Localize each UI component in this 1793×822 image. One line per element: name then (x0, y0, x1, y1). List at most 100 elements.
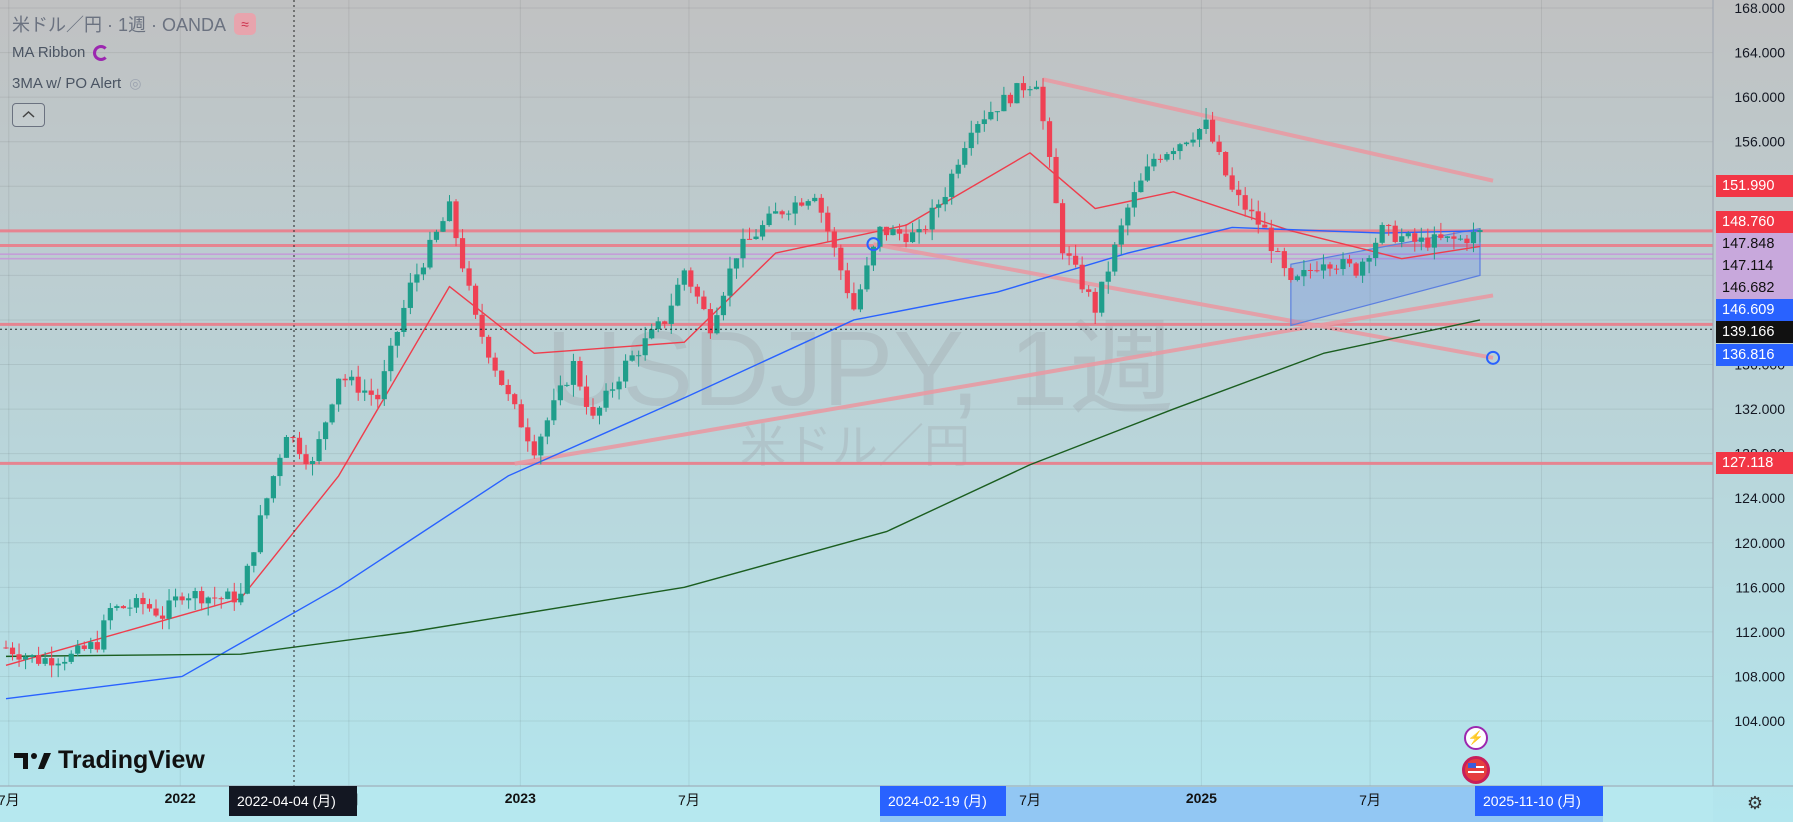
candle-body (296, 437, 303, 455)
candle-body (36, 655, 42, 664)
candle-body (740, 238, 746, 259)
legend-symbol[interactable]: 米ドル／円 · 1週 · OANDA ≈ (12, 11, 257, 37)
candle-body (270, 476, 277, 499)
candle-body (1333, 268, 1340, 270)
candle-body (1314, 270, 1320, 272)
candle-body (955, 164, 961, 174)
candle-body (596, 407, 603, 416)
candle-body (68, 653, 74, 662)
candle-body (1366, 258, 1372, 262)
legend-indicator-ma-ribbon[interactable]: MA Ribbon (12, 44, 110, 61)
candle-body (1399, 236, 1405, 242)
candle-body (877, 226, 883, 247)
candle-body (655, 321, 661, 330)
candle-body (923, 229, 929, 231)
candle-body (1470, 232, 1477, 244)
candle-body (381, 371, 387, 400)
candle-body (427, 239, 433, 268)
drawing-handles[interactable] (866, 237, 1501, 365)
candle-body (570, 361, 577, 385)
candle-body (525, 427, 531, 442)
candle-body (172, 596, 179, 601)
candle-body (1275, 251, 1281, 253)
candle-body (394, 332, 400, 346)
candle-body (773, 211, 779, 214)
candle-body (675, 284, 681, 306)
candle-body (94, 642, 100, 650)
range-start-label[interactable]: 2024-02-19 (月) (880, 786, 1006, 816)
candle-body (1223, 152, 1229, 176)
candle-body (1379, 224, 1385, 243)
wave-icon[interactable]: ≈ (234, 13, 257, 35)
candle-body (1014, 83, 1020, 104)
candle-body (792, 202, 798, 214)
candle-body (812, 197, 818, 202)
price-label: 147.848 (1716, 233, 1793, 256)
candle-body (701, 296, 707, 310)
eye-hidden-icon[interactable]: ◎ (129, 75, 142, 91)
range-end-label[interactable]: 2025-11-10 (月) (1475, 786, 1603, 816)
candle-body (1177, 144, 1183, 152)
candle-body (1053, 156, 1059, 204)
candle-body (362, 390, 368, 393)
indicator-label[interactable]: 3MA w/ PO Alert (12, 75, 122, 92)
candle-body (818, 197, 824, 213)
candle-body (1099, 281, 1105, 313)
candle-body (303, 454, 309, 465)
candle-body (264, 498, 270, 516)
candle-body (603, 390, 609, 408)
candle-body (407, 282, 413, 308)
indicator-label[interactable]: MA Ribbon (12, 44, 86, 61)
price-label: 146.682 (1716, 277, 1793, 300)
candle-body (62, 661, 68, 664)
candle-body (883, 226, 890, 236)
us-flag-icon[interactable] (1462, 756, 1490, 784)
candle-body (101, 620, 107, 650)
candle-body (16, 654, 22, 660)
candle-body (1079, 264, 1085, 290)
candle-body (440, 221, 446, 232)
crosshair-date-label: 2022-04-04 (月) (229, 786, 357, 816)
candle-body (1144, 166, 1150, 181)
candle-body (896, 229, 903, 234)
price-tick-label: 164.000 (1734, 45, 1785, 61)
collapse-legend-button[interactable] (12, 103, 45, 127)
candle-body (1288, 268, 1294, 280)
candle-body (55, 663, 61, 666)
candle-body (22, 656, 29, 660)
candle-body (1086, 289, 1092, 292)
candle-body (1125, 207, 1131, 226)
candle-body (844, 270, 850, 294)
watermark-symbol: USDJPY, 1週 (546, 310, 1174, 428)
price-tick-label: 120.000 (1734, 535, 1785, 551)
candle-body (342, 378, 348, 381)
candle-body (1262, 224, 1268, 228)
candle-body (375, 394, 381, 400)
candle-body (629, 355, 635, 361)
candle-body (544, 420, 550, 437)
time-tick-label: 2025 (1185, 790, 1217, 806)
axis-settings-button[interactable]: ⚙ (1746, 793, 1764, 813)
candle-body (492, 357, 498, 371)
candle-body (988, 111, 994, 120)
candle-body (942, 196, 948, 205)
lightning-icon[interactable]: ⚡ (1464, 726, 1488, 750)
candle-body (746, 238, 753, 240)
candle-body (538, 436, 544, 456)
symbol-title[interactable]: 米ドル／円 · 1週 · OANDA (12, 15, 227, 35)
candle-body (290, 437, 296, 439)
candle-body (1464, 238, 1470, 244)
candle-body (668, 305, 674, 324)
price-label: 146.609 (1716, 299, 1793, 322)
anchor-handle (866, 237, 881, 252)
legend-indicator-3ma[interactable]: 3MA w/ PO Alert ◎ (12, 75, 141, 92)
price-label: 136.816 (1716, 344, 1793, 367)
candle-body (1112, 244, 1118, 272)
candle-body (975, 124, 981, 133)
candle-body (1294, 276, 1300, 280)
candle-body (186, 598, 192, 601)
tradingview-logo[interactable]: TradingView (14, 746, 205, 775)
candle-body (446, 201, 453, 222)
time-tick-label: 7月 (1359, 792, 1381, 808)
